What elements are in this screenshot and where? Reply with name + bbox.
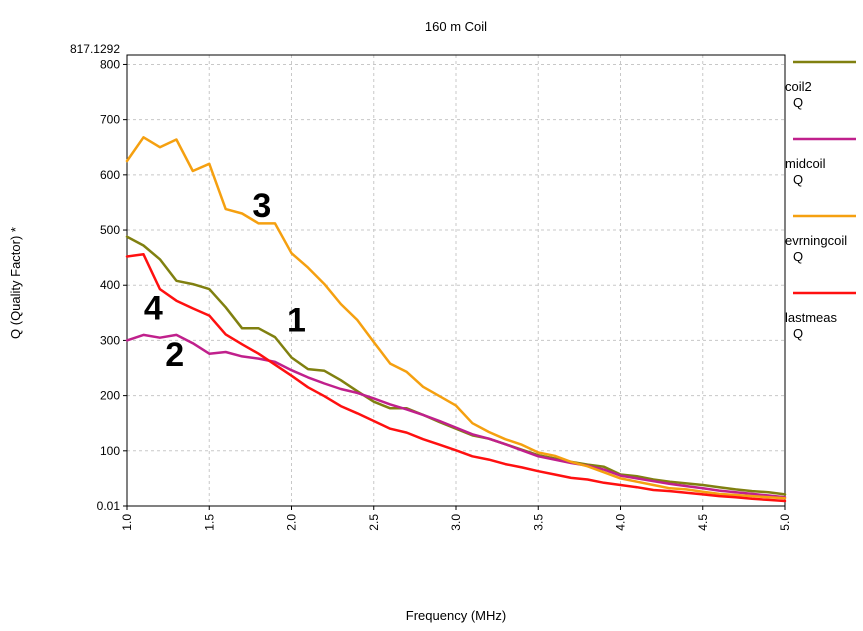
y-tick-label: 100 xyxy=(100,444,120,458)
series-line-evrningcoil xyxy=(125,136,787,500)
x-tick-label: 1.0 xyxy=(120,514,134,531)
y-tick-label: 700 xyxy=(100,113,120,127)
annotation-label: 1 xyxy=(287,301,306,339)
legend-label: coil2 xyxy=(785,79,812,94)
series-line-lastmeas xyxy=(125,253,787,503)
x-tick-label: 3.0 xyxy=(449,514,463,531)
y-axis-title: Q (Quality Factor) * xyxy=(8,227,23,339)
y-tick-label: 600 xyxy=(100,168,120,182)
legend-label: evrningcoil xyxy=(785,233,847,248)
series-line-midcoil xyxy=(125,333,787,499)
legend-unit: Q xyxy=(793,95,803,110)
x-tick-label: 2.5 xyxy=(367,514,381,531)
x-tick-label: 4.0 xyxy=(614,514,628,531)
annotation-label: 2 xyxy=(165,336,184,374)
y-tick-label: 800 xyxy=(100,57,120,71)
legend-unit: Q xyxy=(793,326,803,341)
legend-unit: Q xyxy=(793,172,803,187)
plot-area: 0.01 100 200 300 400 500 600 700 800 1.0 1.5 2.0 2.5… xyxy=(97,54,792,531)
y-tick-label: 0.01 xyxy=(97,499,121,513)
x-tick-label: 2.0 xyxy=(285,514,299,531)
y-tick-label: 400 xyxy=(100,278,120,292)
chart-title: 160 m Coil xyxy=(425,19,487,34)
x-tick-label: 3.5 xyxy=(531,514,545,531)
x-tick-label: 1.5 xyxy=(202,514,216,531)
legend-label: lastmeas xyxy=(785,310,838,325)
x-tick-label: 4.5 xyxy=(696,514,710,531)
y-tick-label: 300 xyxy=(100,333,120,347)
x-axis-title: Frequency (MHz) xyxy=(406,608,506,623)
legend-label: midcoil xyxy=(785,156,826,171)
legend-unit: Q xyxy=(793,249,803,264)
x-tick-label: 5.0 xyxy=(778,514,792,531)
y-tick-label: 500 xyxy=(100,223,120,237)
annotation-label: 3 xyxy=(252,187,271,225)
y-max-label: 817.1292 xyxy=(70,42,120,56)
y-tick-label: 200 xyxy=(100,389,120,403)
series-line-coil2 xyxy=(125,235,787,496)
annotation-label: 4 xyxy=(144,289,163,327)
